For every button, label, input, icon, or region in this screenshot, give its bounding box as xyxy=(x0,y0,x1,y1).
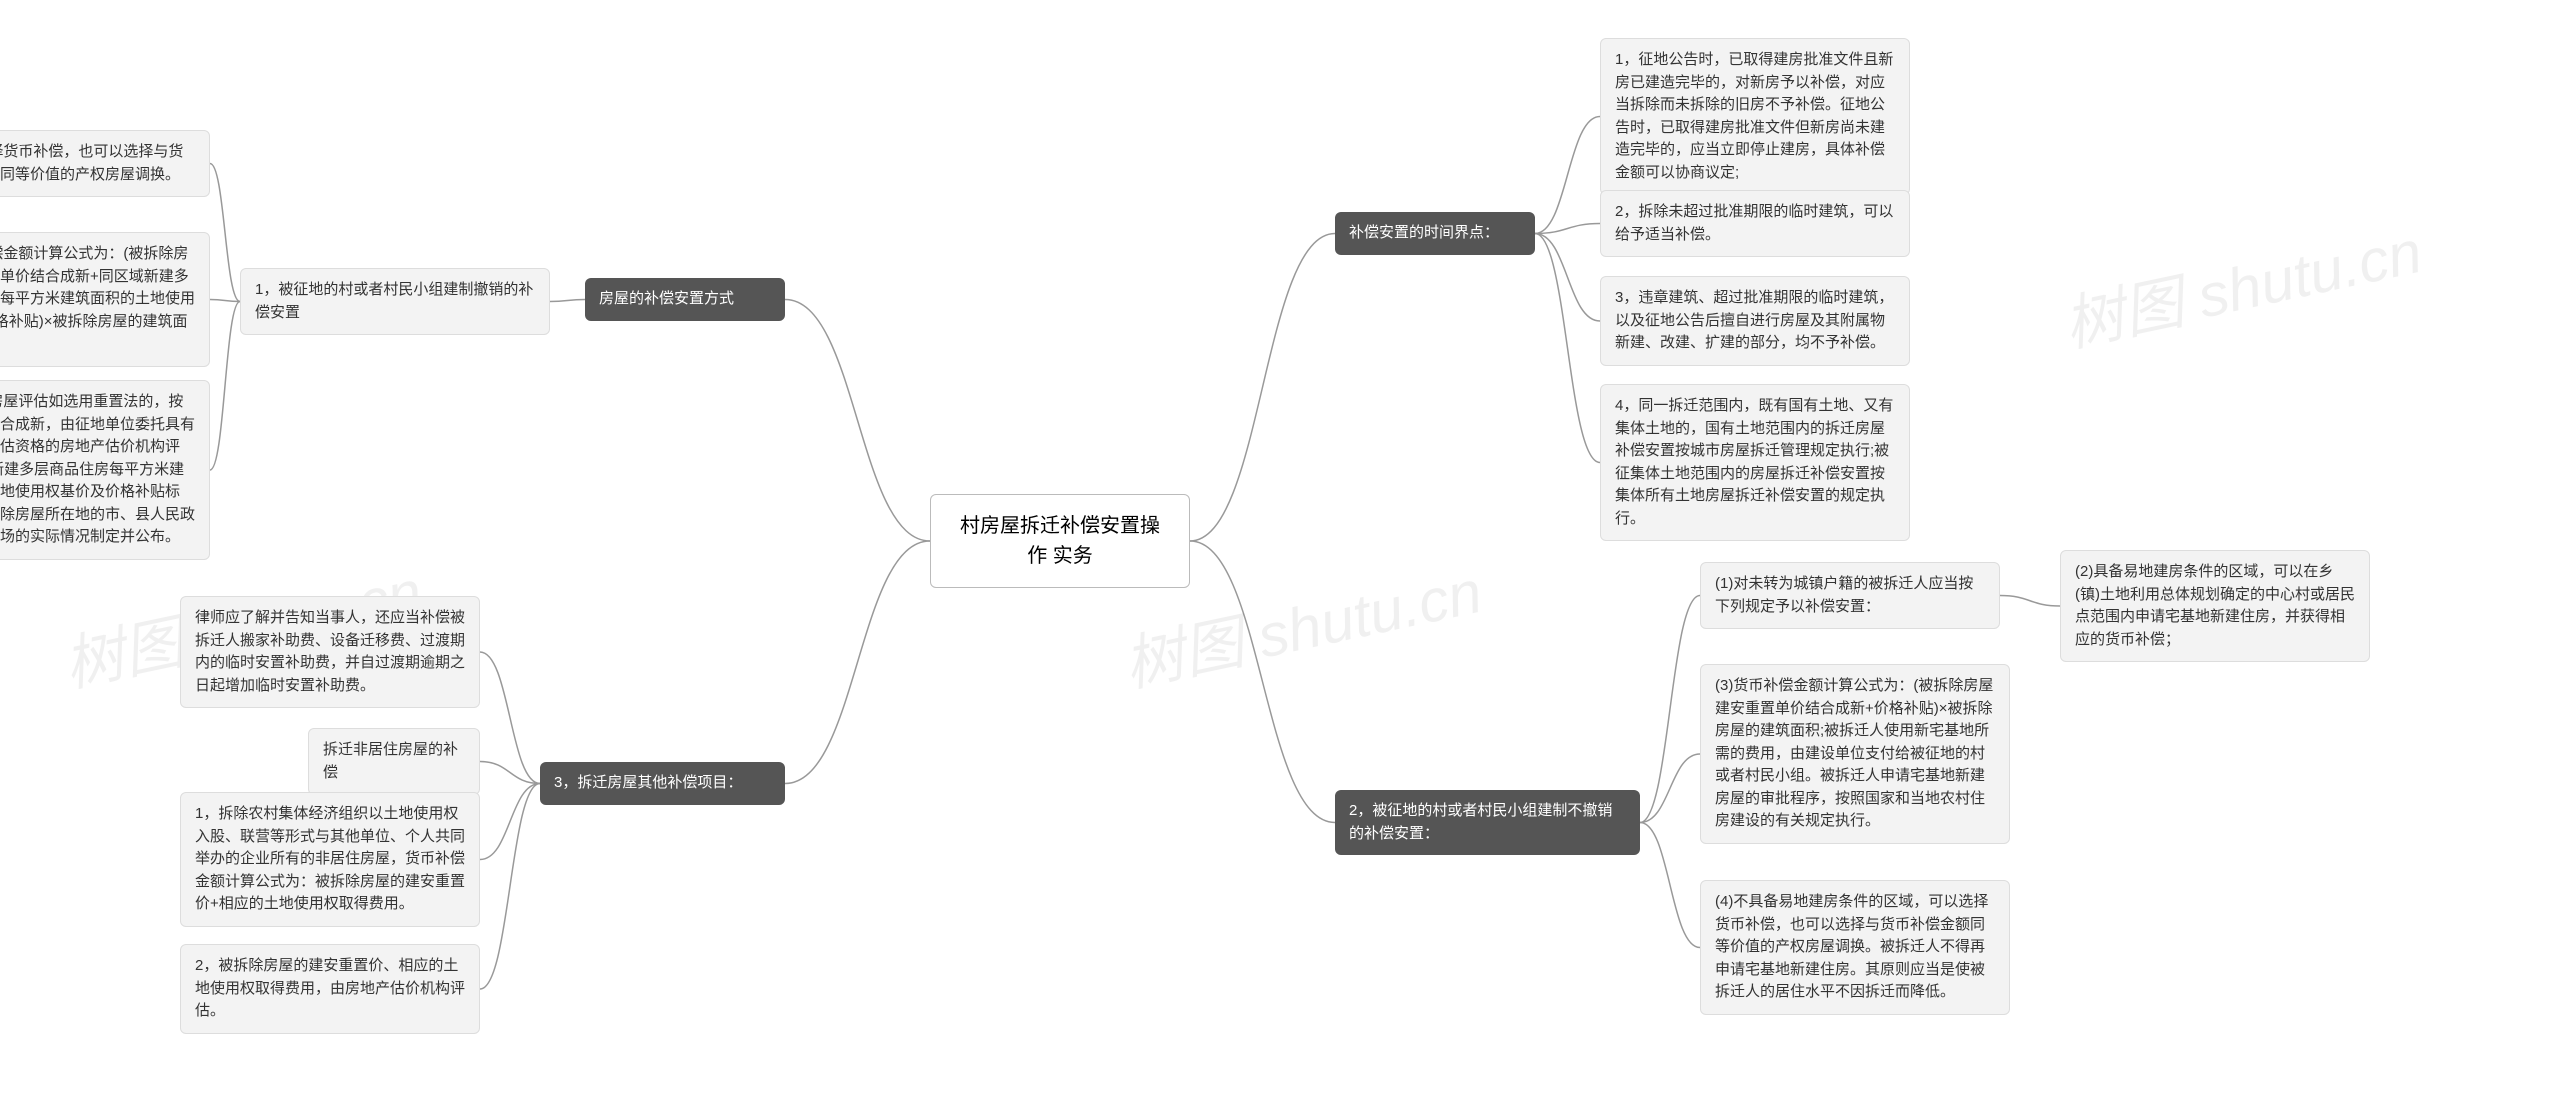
mindmap-node: 3，违章建筑、超过批准期限的临时建筑，以及征地公告后擅自进行房屋及其附属物新建、… xyxy=(1600,276,1910,366)
mindmap-node: (2)具备易地建房条件的区域，可以在乡(镇)土地利用总体规划确定的中心村或居民点… xyxy=(2060,550,2370,662)
mindmap-node: (2)货币补偿金额计算公式为：(被拆除房屋建安重置单价结合成新+同区域新建多层商… xyxy=(0,232,210,367)
mindmap-node: 1，征地公告时，已取得建房批准文件且新房已建造完毕的，对新房予以补偿，对应当拆除… xyxy=(1600,38,1910,195)
connector-layer xyxy=(0,0,2560,1095)
mindmap-node: 4，同一拆迁范围内，既有国有土地、又有集体土地的，国有土地范围内的拆迁房屋补偿安… xyxy=(1600,384,1910,541)
mindmap-node: 补偿安置的时间界点： xyxy=(1335,212,1535,255)
mindmap-node: 2，被征地的村或者村民小组建制不撤销的补偿安置： xyxy=(1335,790,1640,855)
mindmap-node: 拆迁非居住房屋的补偿 xyxy=(308,728,480,795)
mindmap-node: 3，拆迁房屋其他补偿项目： xyxy=(540,762,785,805)
mindmap-node: 房屋的补偿安置方式 xyxy=(585,278,785,321)
mindmap-node: 1，被征地的村或者村民小组建制撤销的补偿安置 xyxy=(240,268,550,335)
mindmap-node: (1)可以选择货币补偿，也可以选择与货币补偿金额同等价值的产权房屋调换。 xyxy=(0,130,210,197)
mindmap-node: (3)货币补偿金额计算公式为：(被拆除房屋建安重置单价结合成新+价格补贴)×被拆… xyxy=(1700,664,2010,844)
mindmap-node: 2，被拆除房屋的建安重置价、相应的土地使用权取得费用，由房地产估价机构评估。 xyxy=(180,944,480,1034)
mindmap-node: 1，拆除农村集体经济组织以土地使用权入股、联营等形式与其他单位、个人共同举办的企… xyxy=(180,792,480,927)
watermark-3: 树图 shutu.cn xyxy=(2055,203,2429,364)
mindmap-node: (3)被拆除房屋评估如选用重置法的，按重置单价结合成新，由征地单位委托具有房屋拆… xyxy=(0,380,210,560)
root-node: 村房屋拆迁补偿安置操作 实务 xyxy=(930,494,1190,588)
mindmap-node: (1)对未转为城镇户籍的被拆迁人应当按下列规定予以补偿安置： xyxy=(1700,562,2000,629)
mindmap-node: 2，拆除未超过批准期限的临时建筑，可以给予适当补偿。 xyxy=(1600,190,1910,257)
mindmap-node: (4)不具备易地建房条件的区域，可以选择货币补偿，也可以选择与货币补偿金额同等价… xyxy=(1700,880,2010,1015)
mindmap-node: 律师应了解并告知当事人，还应当补偿被拆迁人搬家补助费、设备迁移费、过渡期内的临时… xyxy=(180,596,480,708)
